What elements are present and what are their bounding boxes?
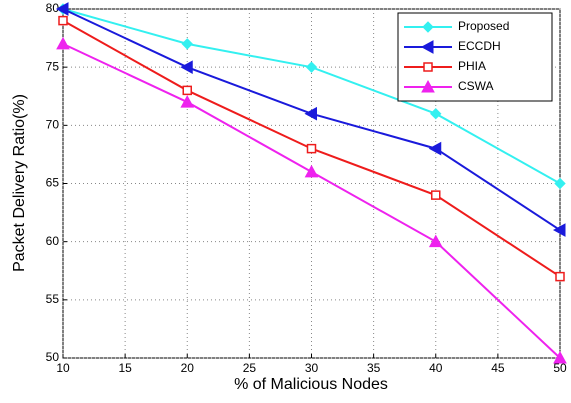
marker bbox=[306, 143, 317, 154]
y-tick-label: 55 bbox=[46, 292, 60, 306]
marker bbox=[56, 36, 70, 50]
x-tick-label: 40 bbox=[429, 361, 443, 375]
marker bbox=[180, 60, 193, 75]
marker bbox=[180, 95, 195, 108]
x-tick-label: 20 bbox=[181, 361, 195, 375]
x-tick-label: 30 bbox=[305, 361, 319, 375]
marker bbox=[58, 15, 68, 26]
marker bbox=[428, 234, 443, 248]
y-tick-label: 60 bbox=[46, 234, 60, 248]
marker bbox=[181, 38, 193, 50]
x-tick-label: 35 bbox=[367, 361, 381, 375]
marker bbox=[304, 106, 317, 121]
marker bbox=[553, 350, 567, 364]
marker bbox=[55, 2, 69, 16]
y-tick-label: 50 bbox=[46, 350, 60, 364]
y-tick-label: 75 bbox=[46, 59, 60, 73]
x-tick-label: 50 bbox=[553, 361, 567, 375]
x-tick-label: 25 bbox=[243, 361, 257, 375]
y-tick-label: 80 bbox=[46, 1, 60, 15]
marker bbox=[431, 190, 441, 200]
y-tick-label: 65 bbox=[46, 176, 60, 190]
legend-label: Proposed bbox=[458, 19, 509, 33]
marker bbox=[428, 141, 442, 156]
legend-marker bbox=[422, 21, 434, 33]
legend-marker bbox=[420, 40, 434, 54]
y-axis-label: Packet Delivery Ratio(%) bbox=[11, 94, 28, 272]
marker bbox=[182, 85, 192, 96]
x-tick-label: 10 bbox=[56, 361, 70, 375]
x-tick-label: 15 bbox=[118, 361, 132, 375]
legend-label: ECCDH bbox=[458, 39, 501, 53]
legend-label: CSWA bbox=[458, 79, 494, 93]
marker bbox=[304, 164, 319, 178]
legend-label: PHIA bbox=[458, 59, 486, 73]
marker bbox=[305, 61, 318, 73]
marker bbox=[430, 107, 442, 120]
legend-marker bbox=[423, 62, 433, 72]
x-axis-label: % of Malicious Nodes bbox=[234, 376, 388, 393]
marker bbox=[552, 223, 566, 237]
x-tick-label: 45 bbox=[491, 361, 505, 375]
marker bbox=[554, 177, 566, 190]
marker bbox=[555, 271, 565, 282]
legend-marker bbox=[421, 79, 435, 93]
y-tick-label: 70 bbox=[46, 118, 60, 132]
